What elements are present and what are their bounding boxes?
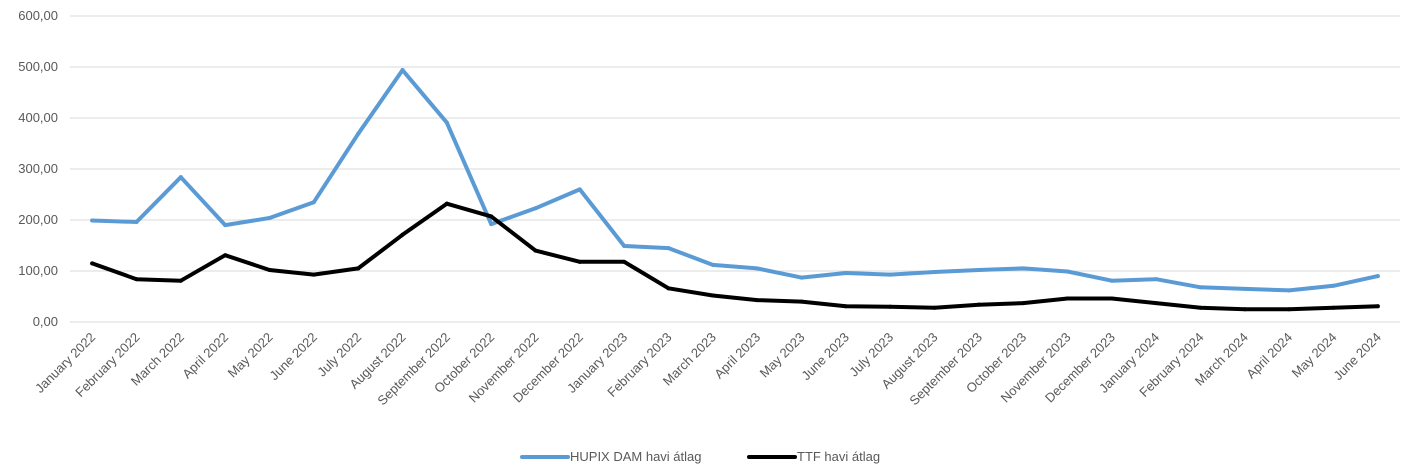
- data-point: [1331, 283, 1336, 288]
- y-tick-label: 400,00: [18, 110, 58, 125]
- data-point: [400, 68, 405, 73]
- data-point: [356, 266, 361, 271]
- data-point: [444, 201, 449, 206]
- data-point: [1375, 304, 1380, 309]
- data-point: [577, 259, 582, 264]
- data-point: [710, 293, 715, 298]
- series-lines: [90, 68, 1380, 312]
- data-point: [1021, 266, 1026, 271]
- x-tick-label: April 2023: [711, 330, 763, 382]
- data-point: [1242, 286, 1247, 291]
- data-point: [311, 200, 316, 205]
- data-point: [1154, 277, 1159, 282]
- data-point: [311, 272, 316, 277]
- data-point: [1287, 307, 1292, 312]
- x-tick-label: June 2024: [1330, 330, 1384, 384]
- x-tick-label: April 2022: [179, 330, 231, 382]
- series-line: [90, 68, 1380, 293]
- data-point: [1287, 288, 1292, 293]
- data-point: [90, 261, 95, 266]
- legend-item: HUPIX DAM havi átlag: [520, 449, 702, 464]
- data-point: [1198, 285, 1203, 290]
- data-point: [666, 246, 671, 251]
- data-point: [932, 270, 937, 275]
- data-point: [1021, 301, 1026, 306]
- y-tick-label: 200,00: [18, 212, 58, 227]
- data-point: [267, 215, 272, 220]
- series-line: [90, 201, 1380, 312]
- data-point: [1154, 301, 1159, 306]
- data-point: [1109, 296, 1114, 301]
- y-tick-label: 0,00: [33, 314, 58, 329]
- data-point: [1109, 278, 1114, 283]
- y-tick-label: 100,00: [18, 263, 58, 278]
- data-point: [755, 266, 760, 271]
- data-point: [400, 232, 405, 237]
- data-point: [1331, 305, 1336, 310]
- gridlines: [70, 15, 1400, 323]
- legend-label: HUPIX DAM havi átlag: [570, 449, 702, 464]
- data-point: [134, 220, 139, 225]
- legend: HUPIX DAM havi átlag TTF havi átlag: [520, 449, 880, 464]
- data-point: [710, 262, 715, 267]
- series-ttf: [90, 201, 1380, 312]
- data-point: [356, 131, 361, 136]
- data-point: [622, 259, 627, 264]
- data-point: [533, 206, 538, 211]
- data-point: [932, 305, 937, 310]
- data-point: [533, 248, 538, 253]
- data-point: [489, 222, 494, 227]
- data-point: [843, 304, 848, 309]
- data-point: [267, 267, 272, 272]
- data-point: [622, 244, 627, 249]
- x-tick-label: April 2024: [1243, 330, 1295, 382]
- data-point: [1375, 274, 1380, 279]
- y-tick-label: 300,00: [18, 161, 58, 176]
- data-point: [223, 253, 228, 258]
- data-point: [1198, 305, 1203, 310]
- data-point: [1065, 296, 1070, 301]
- data-point: [799, 275, 804, 280]
- series-hupix-dam: [90, 68, 1380, 293]
- data-point: [444, 120, 449, 125]
- y-axis-ticks: 0,00 100,00 200,00 300,00 400,00 500,00 600,00: [18, 8, 58, 329]
- data-point: [755, 298, 760, 303]
- data-point: [888, 272, 893, 277]
- data-point: [134, 277, 139, 282]
- y-tick-label: 600,00: [18, 8, 58, 23]
- legend-label: TTF havi átlag: [797, 449, 880, 464]
- data-point: [223, 223, 228, 228]
- legend-item: TTF havi átlag: [747, 449, 880, 464]
- data-point: [489, 214, 494, 219]
- data-point: [178, 278, 183, 283]
- x-tick-label: June 2023: [798, 330, 852, 384]
- data-point: [799, 299, 804, 304]
- data-point: [1065, 269, 1070, 274]
- data-point: [666, 286, 671, 291]
- x-tick-label: June 2022: [266, 330, 320, 384]
- y-tick-label: 500,00: [18, 59, 58, 74]
- data-point: [976, 267, 981, 272]
- data-point: [178, 175, 183, 180]
- data-point: [1242, 307, 1247, 312]
- data-point: [577, 187, 582, 192]
- data-point: [90, 218, 95, 223]
- data-point: [888, 304, 893, 309]
- data-point: [843, 271, 848, 276]
- data-point: [976, 302, 981, 307]
